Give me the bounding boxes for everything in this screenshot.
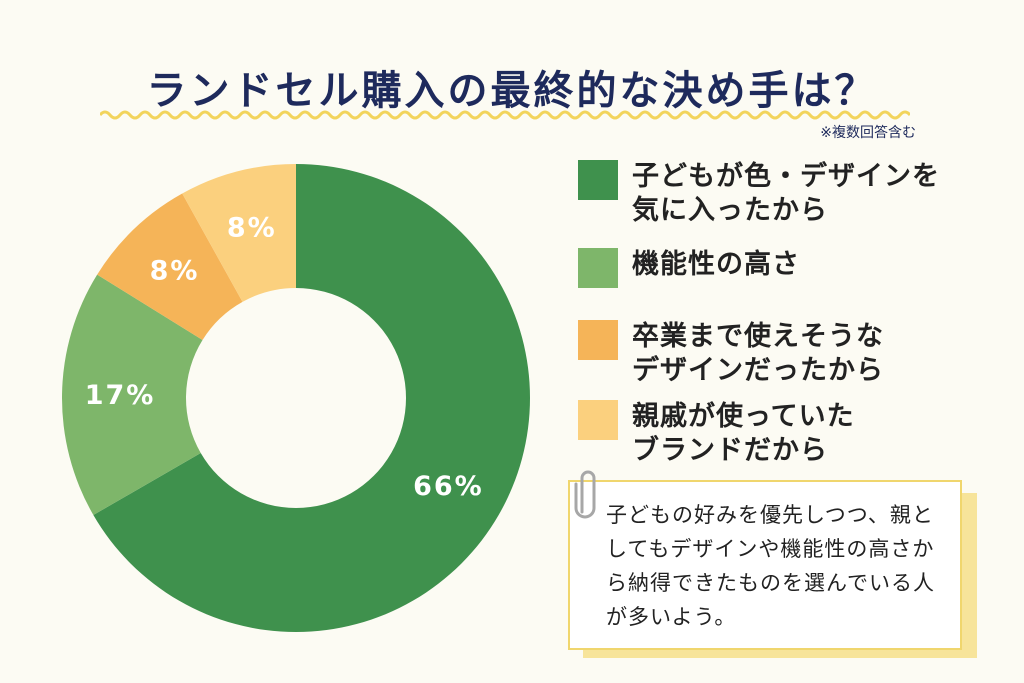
legend-label-durable-design: 卒業まで使えそうな デザインだったから <box>632 321 884 386</box>
donut-chart: 66% 17% 8% 8% <box>61 164 531 632</box>
comment-text: 子どもの好みを優先しつつ、親としてもデザインや機能性の高さから納得できたものを選… <box>606 503 935 629</box>
slice-function <box>61 274 203 515</box>
legend-item-design: 子どもが色・デザインを 気に入ったから <box>578 160 940 228</box>
legend-item-relative-brand: 親戚が使っていた ブランドだから <box>578 400 855 468</box>
comment-box: 子どもの好みを優先しつつ、親としてもデザインや機能性の高さから納得できたものを選… <box>568 480 962 650</box>
data-label-design: 66% <box>413 471 484 502</box>
legend-label-function: 機能性の高さ <box>632 249 800 280</box>
legend-item-durable-design: 卒業まで使えそうな デザインだったから <box>578 320 884 388</box>
title-underline-wave <box>100 110 910 120</box>
legend-item-function: 機能性の高さ <box>578 248 800 288</box>
legend-swatch-durable-design <box>578 320 618 360</box>
multiple-answer-note: ※複数回答含む <box>820 125 916 141</box>
legend-label-relative-brand: 親戚が使っていた ブランドだから <box>632 401 855 466</box>
slice-durable-design <box>97 193 243 341</box>
data-label-function: 17% <box>85 380 156 411</box>
chart-slices <box>61 164 531 632</box>
paperclip-icon <box>574 470 596 519</box>
data-label-relative-brand: 8% <box>227 213 277 244</box>
data-label-durable-design: 8% <box>150 256 200 287</box>
legend-swatch-function <box>578 248 618 288</box>
chart-data-labels: 66% 17% 8% 8% <box>85 213 484 502</box>
chart-title: ランドセル購入の最終的な決め手は？ <box>146 68 878 114</box>
legend-swatch-relative-brand <box>578 400 618 440</box>
legend-label-design: 子どもが色・デザインを 気に入ったから <box>632 161 940 226</box>
slice-design <box>93 164 531 632</box>
slice-relative-brand <box>182 164 296 302</box>
legend-swatch-design <box>578 160 618 200</box>
